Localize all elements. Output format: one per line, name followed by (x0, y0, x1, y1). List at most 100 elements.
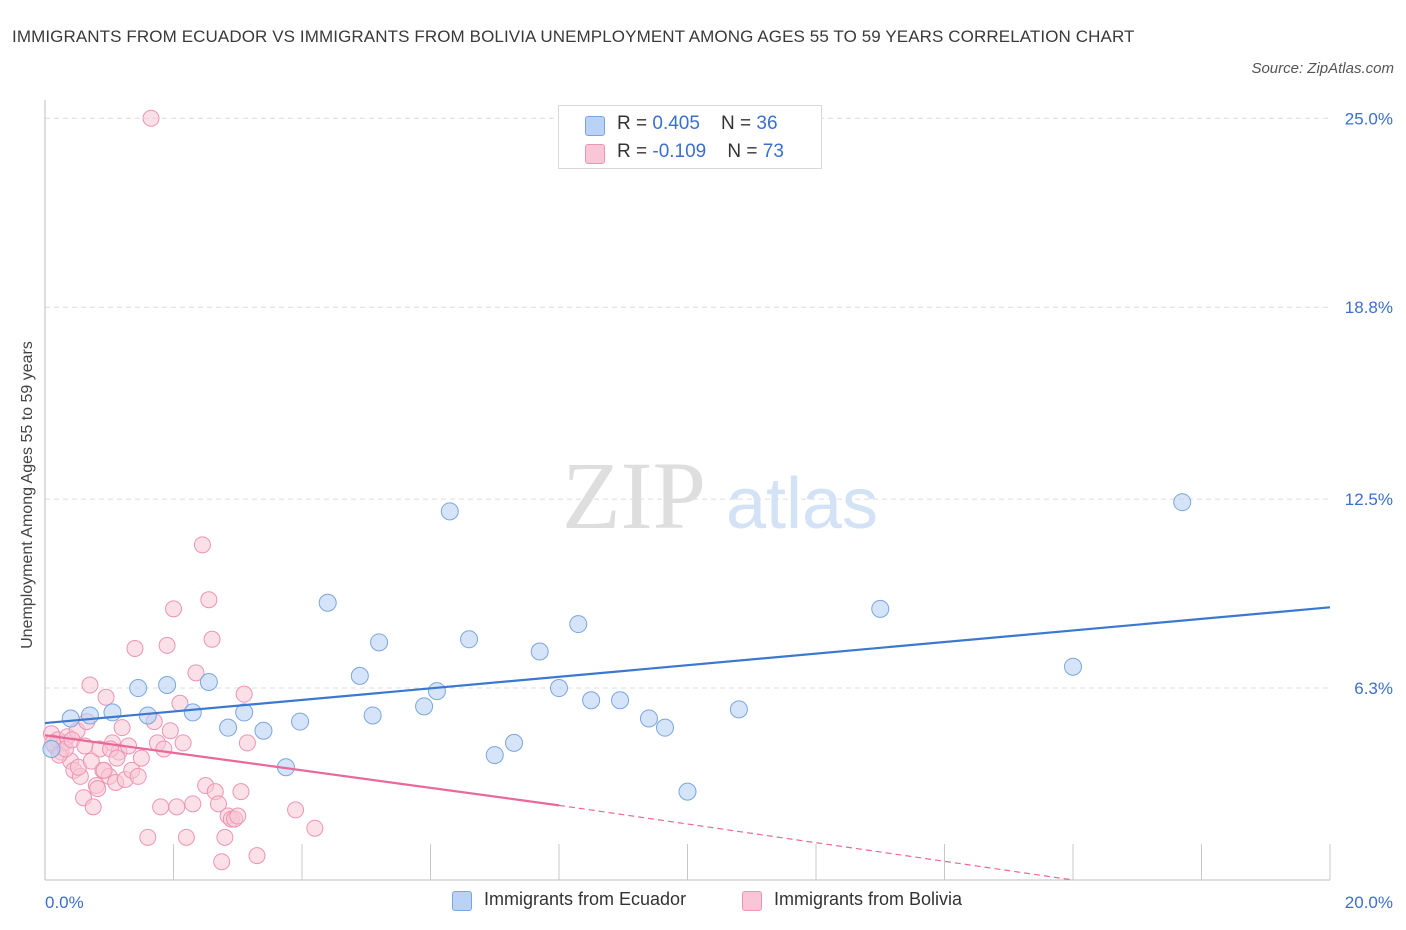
bolivia-r-label: R = (617, 141, 653, 162)
ecuador-point (582, 691, 601, 710)
ecuador-point (440, 502, 459, 521)
ecuador-point (138, 706, 157, 725)
series-ecuador-points (42, 493, 1192, 801)
bolivia-point (84, 798, 102, 816)
bolivia-point (95, 761, 113, 779)
series-bolivia-points (42, 109, 324, 871)
ecuador-point (415, 697, 434, 716)
bolivia-point (81, 676, 99, 694)
x-tick-label: 0.0% (45, 893, 84, 912)
ecuador-point (871, 599, 890, 618)
ecuador-point (639, 709, 658, 728)
ecuador-point (254, 721, 273, 740)
ecuador-point (61, 709, 80, 728)
ecuador-trend-line (44, 606, 1331, 725)
watermark-atlas: atlas (726, 464, 878, 544)
ecuador-point (505, 733, 524, 752)
ecuador-point (235, 703, 254, 722)
bolivia-point (174, 734, 192, 752)
bolivia-point (213, 853, 231, 871)
ecuador-point (611, 691, 630, 710)
bolivia-point (126, 639, 144, 657)
ecuador-point (291, 712, 310, 731)
ecuador-swatch (585, 116, 605, 136)
ecuador-point (158, 676, 177, 694)
source-label: Source: ZipAtlas.com (1251, 60, 1394, 77)
trend-lines (44, 606, 1331, 881)
bolivia-point (152, 798, 170, 816)
bolivia-point (187, 664, 205, 682)
ecuador-point (656, 718, 675, 737)
ecuador-point (370, 633, 389, 652)
bolivia-trend-line (44, 734, 560, 807)
ecuador-point (42, 739, 61, 758)
bolivia-point (232, 783, 250, 801)
ecuador-point (199, 672, 218, 691)
ecuador-point (550, 679, 568, 698)
ecuador-point (350, 666, 369, 685)
ecuador-point (530, 642, 549, 661)
ecuador-r-value: 0.405 (652, 113, 700, 134)
watermark-zip: ZIP (562, 442, 706, 549)
bolivia-point (165, 600, 182, 618)
bolivia-point (209, 795, 227, 813)
bolivia-point (203, 630, 221, 648)
bolivia-point (161, 722, 179, 740)
bolivia-n-label: N = (727, 141, 763, 162)
y-tick-label: 6.3% (1354, 679, 1393, 698)
legend-ecuador-label: Immigrants from Ecuador (484, 889, 687, 909)
bolivia-r-value: -0.109 (652, 141, 707, 162)
ecuador-point (183, 703, 202, 722)
bolivia-point (132, 749, 150, 767)
bolivia-point (238, 734, 256, 752)
ecuador-point (318, 593, 337, 612)
ecuador-n-value: 36 (756, 113, 778, 134)
ecuador-point (80, 706, 99, 725)
bolivia-point (235, 685, 253, 703)
legend-bolivia-label: Immigrants from Bolivia (774, 889, 963, 909)
bolivia-point (306, 819, 324, 837)
y-tick-label: 12.5% (1345, 490, 1393, 509)
bolivia-point (139, 828, 157, 846)
x-tick-label: 20.0% (1345, 893, 1393, 912)
bolivia-point (129, 767, 147, 785)
y-tick-label: 25.0% (1345, 109, 1393, 128)
ecuador-point (427, 682, 446, 701)
ecuador-point (1173, 493, 1192, 512)
bolivia-point (158, 636, 176, 654)
ecuador-point (485, 746, 504, 765)
bolivia-point (155, 740, 173, 758)
ecuador-point (219, 718, 238, 737)
gridlines (45, 117, 1330, 689)
ecuador-point (678, 782, 697, 801)
bolivia-point (82, 752, 100, 770)
bolivia-point (287, 801, 305, 819)
chart-title: IMMIGRANTS FROM ECUADOR VS IMMIGRANTS FR… (12, 27, 1135, 46)
bolivia-point (216, 828, 234, 846)
bolivia-point (168, 798, 186, 816)
bolivia-point (184, 795, 202, 813)
ecuador-point (729, 700, 748, 719)
bolivia-swatch (585, 144, 605, 164)
ecuador-r-label: R = (617, 113, 653, 134)
x-tick-labels: 0.0% 20.0% (45, 893, 1393, 912)
bolivia-point (248, 847, 266, 865)
ecuador-point (363, 706, 382, 725)
bolivia-point (142, 109, 160, 127)
bolivia-trend-extension (558, 804, 1074, 881)
legend-ecuador-swatch (452, 891, 472, 911)
ecuador-point (129, 679, 148, 698)
ecuador-point (569, 615, 588, 634)
ecuador-point (460, 630, 479, 649)
bolivia-point (229, 807, 247, 825)
legend-bolivia-swatch (742, 891, 762, 911)
bolivia-point (89, 780, 107, 798)
bolivia-point (200, 591, 218, 609)
bolivia-point (177, 828, 195, 846)
bolivia-n-value: 73 (762, 141, 784, 162)
bolivia-point (108, 749, 126, 767)
bolivia-point (193, 536, 211, 554)
bolivia-point (113, 719, 131, 737)
bolivia-point (97, 688, 115, 706)
